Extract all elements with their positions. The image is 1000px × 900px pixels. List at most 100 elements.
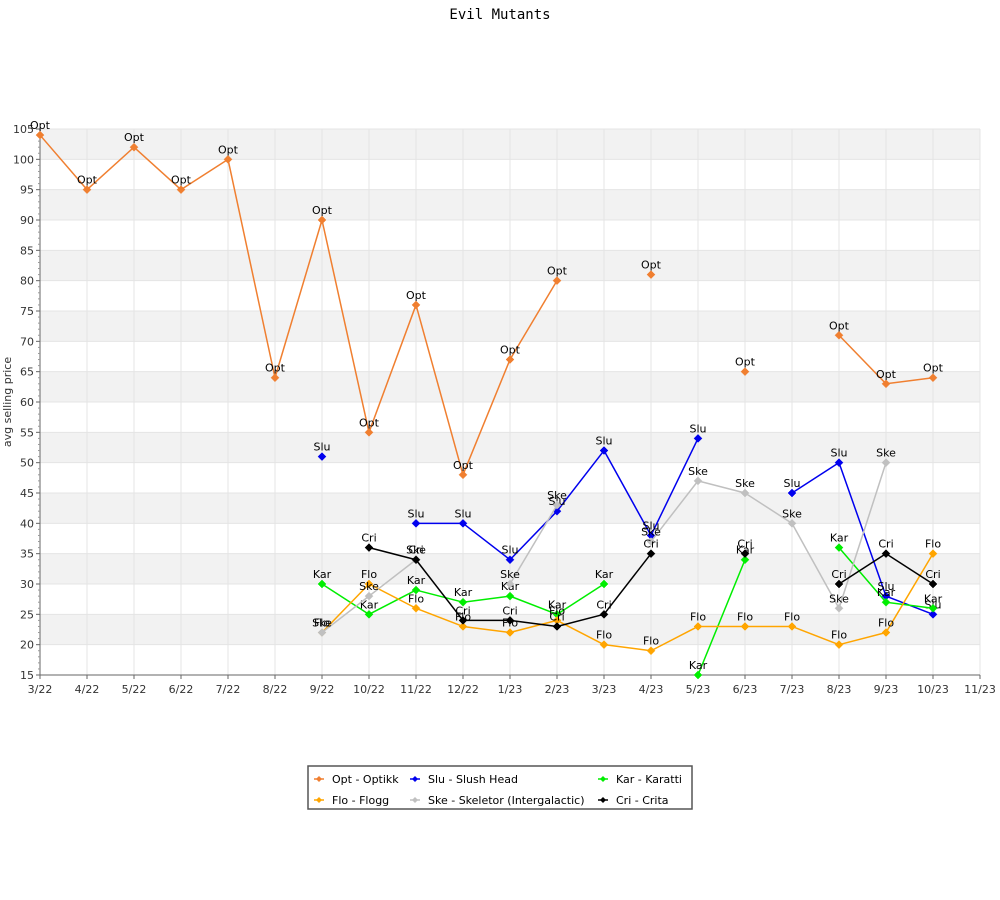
data-point xyxy=(928,373,938,383)
data-label: Kar xyxy=(689,659,708,672)
x-tick-label: 11/23 xyxy=(964,683,996,696)
x-tick-label: 2/23 xyxy=(545,683,570,696)
data-label: Cri xyxy=(737,538,752,551)
data-point xyxy=(740,367,750,377)
data-label: Kar xyxy=(595,568,614,581)
data-label: Slu xyxy=(830,447,847,460)
series-line-segment xyxy=(415,589,464,603)
data-label: Slu xyxy=(783,477,800,490)
data-point xyxy=(505,579,515,589)
data-label: Flo xyxy=(690,610,706,623)
data-label: Cri xyxy=(831,568,846,581)
x-tick-label: 9/23 xyxy=(874,683,899,696)
x-tick-label: 4/23 xyxy=(639,683,664,696)
data-point xyxy=(176,185,186,195)
data-point xyxy=(411,585,421,595)
y-tick-label: 105 xyxy=(13,123,34,136)
data-point xyxy=(411,555,421,565)
data-label: Kar xyxy=(313,568,332,581)
data-label: Ske xyxy=(359,580,379,593)
series-line-segment xyxy=(838,462,887,609)
y-axis-ticks: 15 20 25 30 35 40 45 50 55 60 65 70 75 80 85 90 95 100 105 xyxy=(13,123,40,682)
series-line-segment xyxy=(462,522,511,561)
legend-item: Cri - Crita xyxy=(598,794,669,807)
data-label: Ske xyxy=(547,489,567,502)
data-point xyxy=(740,622,750,631)
data-point xyxy=(928,603,938,613)
series-line-segment xyxy=(415,607,464,628)
series-line-segment xyxy=(838,547,887,603)
data-point xyxy=(740,488,750,498)
legend-item: Opt - Optikk xyxy=(314,773,399,786)
series-line-segment xyxy=(180,158,229,191)
data-label: Slu xyxy=(501,544,518,557)
x-tick-label: 7/23 xyxy=(780,683,805,696)
data-label: Opt xyxy=(641,259,662,272)
legend-label: Flo - Flogg xyxy=(332,794,389,807)
data-point xyxy=(364,591,374,601)
data-label: Ske xyxy=(500,568,520,581)
data-label: Kar xyxy=(360,598,379,611)
data-label: Slu xyxy=(642,519,659,532)
data-label: Cri xyxy=(878,538,893,551)
series-kar: KarKarKarKarKarKarKarKarKarKarKarKar xyxy=(313,532,943,680)
data-point xyxy=(693,476,703,486)
data-point xyxy=(364,609,374,619)
data-label: Opt xyxy=(876,368,897,381)
data-label: Opt xyxy=(829,319,850,332)
legend-swatch-marker xyxy=(316,797,322,803)
series-ske: Ske Ske Ske Ske Ske Ske Ske Ske Ske Ske Ske xyxy=(312,447,896,637)
data-point xyxy=(787,488,797,498)
series-line-segment xyxy=(509,595,558,616)
x-tick-label: 6/23 xyxy=(733,683,758,696)
data-label: Opt xyxy=(359,416,380,429)
data-point xyxy=(881,379,891,389)
data-point xyxy=(693,434,703,443)
y-tick-label: 80 xyxy=(20,275,34,288)
data-point xyxy=(881,597,891,607)
data-point xyxy=(928,549,938,559)
data-point xyxy=(411,518,421,528)
data-point xyxy=(834,603,844,613)
series-line-segment xyxy=(368,589,417,615)
data-point xyxy=(740,555,750,565)
legend-item: Ske - Skeletor (Intergalactic) xyxy=(410,794,585,807)
data-point xyxy=(82,185,92,195)
series-line-segment xyxy=(556,450,605,512)
series-line-segment xyxy=(462,595,511,603)
series-line-segment xyxy=(885,553,934,633)
x-tick-label: 8/23 xyxy=(827,683,852,696)
data-label: Kar xyxy=(548,598,567,611)
data-label: Slu xyxy=(689,422,706,435)
data-label: Cri xyxy=(455,604,470,617)
x-tick-label: 5/22 xyxy=(122,683,147,696)
data-point xyxy=(364,579,374,589)
legend-label: Cri - Crita xyxy=(616,794,669,807)
data-label: Slu xyxy=(313,441,330,454)
data-label: Opt xyxy=(453,459,474,472)
x-tick-label: 1/23 xyxy=(498,683,523,696)
data-label: Flo xyxy=(737,610,753,623)
data-point xyxy=(787,518,797,528)
x-tick-label: 5/23 xyxy=(686,683,711,696)
y-tick-label: 95 xyxy=(20,184,34,197)
series-line-segment xyxy=(368,546,417,561)
series-line-segment xyxy=(885,601,934,610)
x-tick-label: 9/22 xyxy=(310,683,335,696)
data-point xyxy=(599,446,609,455)
x-tick-label: 8/22 xyxy=(263,683,288,696)
data-label: Slu xyxy=(454,507,471,520)
data-label: Ske xyxy=(406,544,426,557)
legend-label: Opt - Optikk xyxy=(332,773,399,786)
data-point xyxy=(599,640,609,650)
chart-title: Evil Mutants xyxy=(449,7,550,23)
data-label: Cri xyxy=(502,604,517,617)
y-tick-label: 40 xyxy=(20,517,34,530)
data-label: Kar xyxy=(877,586,896,599)
data-point xyxy=(693,622,703,631)
data-label: Kar xyxy=(454,586,473,599)
y-tick-label: 30 xyxy=(20,578,34,591)
series-line-segment xyxy=(885,376,934,385)
y-tick-label: 55 xyxy=(20,426,34,439)
data-point xyxy=(411,300,421,310)
